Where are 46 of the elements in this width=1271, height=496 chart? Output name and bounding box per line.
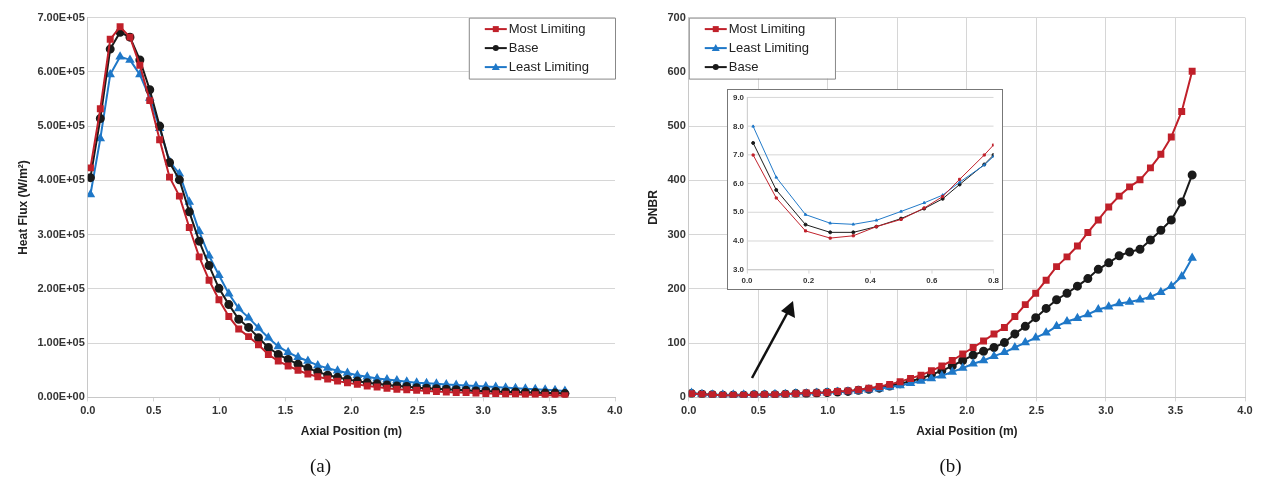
x-tick-label: 0.5 xyxy=(146,404,162,417)
y-tick-label: 0 xyxy=(679,390,686,403)
y-tick-label: 7.00E+05 xyxy=(37,10,85,23)
x-tick-label: 0.5 xyxy=(750,404,766,417)
y-tick-label: 2.00E+05 xyxy=(37,281,85,294)
x-tick-label: 2.5 xyxy=(409,404,425,417)
text: (b) xyxy=(938,455,963,477)
x-axis-title: Axial Position (m) xyxy=(916,424,1018,439)
x-tick-label: 2.0 xyxy=(343,404,360,417)
x-tick-label: 3.5 xyxy=(1167,404,1184,417)
legend-label: Base xyxy=(508,39,539,55)
x-tick-label: 0.0 xyxy=(681,404,697,417)
y-tick-label: 6.00E+05 xyxy=(37,64,85,77)
y-tick-label: 700 xyxy=(667,10,686,23)
y-axis-title: DNBR xyxy=(645,189,660,225)
y-tick-label: 4.00E+05 xyxy=(37,173,85,186)
x-tick-label: 1.0 xyxy=(211,404,228,417)
y-tick-label: 5.00E+05 xyxy=(37,119,85,132)
y-tick-label: 100 xyxy=(667,336,686,349)
y-tick-label: 3.00E+05 xyxy=(37,227,85,240)
y-tick-label: 600 xyxy=(667,64,686,77)
legend-label: Most Limiting xyxy=(508,20,586,36)
y-tick-label: 400 xyxy=(667,173,686,186)
x-tick-label: 4.0 xyxy=(1237,404,1253,417)
x-tick-label: 1.0 xyxy=(820,404,836,417)
x-axis-title: Axial Position (m) xyxy=(300,424,403,439)
x-tick-label: 3.5 xyxy=(541,404,557,417)
y-tick-label: 0.00E+00 xyxy=(37,390,85,403)
legend-label: Least Limiting xyxy=(728,39,809,55)
y-axis-title: Heat Flux (W/m²) xyxy=(15,160,30,255)
x-tick-label: 2.0 xyxy=(959,404,975,417)
x-tick-label: 1.5 xyxy=(277,404,294,417)
x-tick-label: 0.0 xyxy=(80,404,96,417)
y-tick-label: 500 xyxy=(667,119,686,132)
y-tick-label: 1.00E+05 xyxy=(37,336,85,349)
legend-label: Base xyxy=(728,58,759,74)
x-tick-label: 3.0 xyxy=(1098,404,1114,417)
legend-label: Least Limiting xyxy=(508,58,590,74)
y-tick-label: 200 xyxy=(667,281,686,294)
x-tick-label: 3.0 xyxy=(475,404,491,417)
x-tick-label: 4.0 xyxy=(607,404,623,417)
legend-label: Most Limiting xyxy=(728,20,806,36)
x-tick-label: 1.5 xyxy=(889,404,905,417)
text: (a) xyxy=(308,455,333,477)
y-tick-label: 300 xyxy=(667,227,686,240)
x-tick-label: 2.5 xyxy=(1028,404,1045,417)
